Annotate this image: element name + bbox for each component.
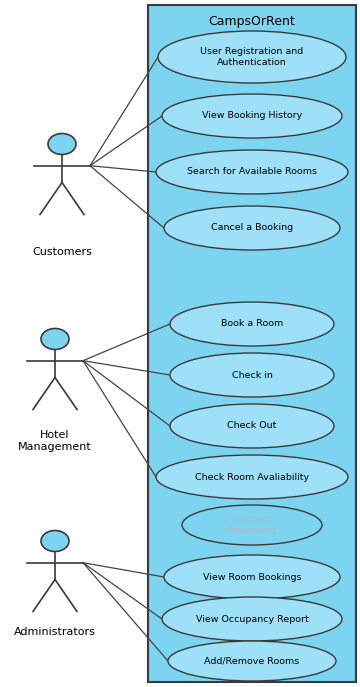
Text: Hotel
Management: Hotel Management: [18, 430, 92, 452]
Ellipse shape: [48, 133, 76, 155]
Ellipse shape: [158, 31, 346, 83]
Text: Add/Remove Rooms: Add/Remove Rooms: [204, 657, 300, 666]
Ellipse shape: [170, 353, 334, 397]
Text: Administrators: Administrators: [14, 627, 96, 637]
Ellipse shape: [41, 530, 69, 552]
Text: User Registration and
Authentication: User Registration and Authentication: [201, 47, 303, 67]
Ellipse shape: [170, 404, 334, 448]
FancyBboxPatch shape: [148, 5, 356, 682]
Text: CampsOrRent: CampsOrRent: [209, 15, 295, 28]
Ellipse shape: [41, 328, 69, 350]
Ellipse shape: [164, 555, 340, 599]
Text: Book a Room: Book a Room: [221, 319, 283, 328]
Ellipse shape: [170, 302, 334, 346]
Ellipse shape: [156, 150, 348, 194]
Ellipse shape: [162, 94, 342, 138]
Text: Check Room Avaliability: Check Room Avaliability: [195, 473, 309, 482]
Text: View Occupancy Report: View Occupancy Report: [195, 614, 309, 624]
Ellipse shape: [162, 597, 342, 641]
Text: Check Out: Check Out: [227, 422, 277, 431]
Text: Customers: Customers: [32, 247, 92, 257]
Text: Payment
Processing: Payment Processing: [226, 515, 278, 535]
Ellipse shape: [182, 505, 322, 545]
Text: Check in: Check in: [231, 370, 273, 379]
Ellipse shape: [164, 206, 340, 250]
Text: View Booking History: View Booking History: [202, 111, 302, 120]
Text: Search for Available Rooms: Search for Available Rooms: [187, 168, 317, 177]
Ellipse shape: [156, 455, 348, 499]
Text: View Room Bookings: View Room Bookings: [203, 572, 301, 581]
Text: Cancel a Booking: Cancel a Booking: [211, 223, 293, 232]
Ellipse shape: [168, 641, 336, 681]
